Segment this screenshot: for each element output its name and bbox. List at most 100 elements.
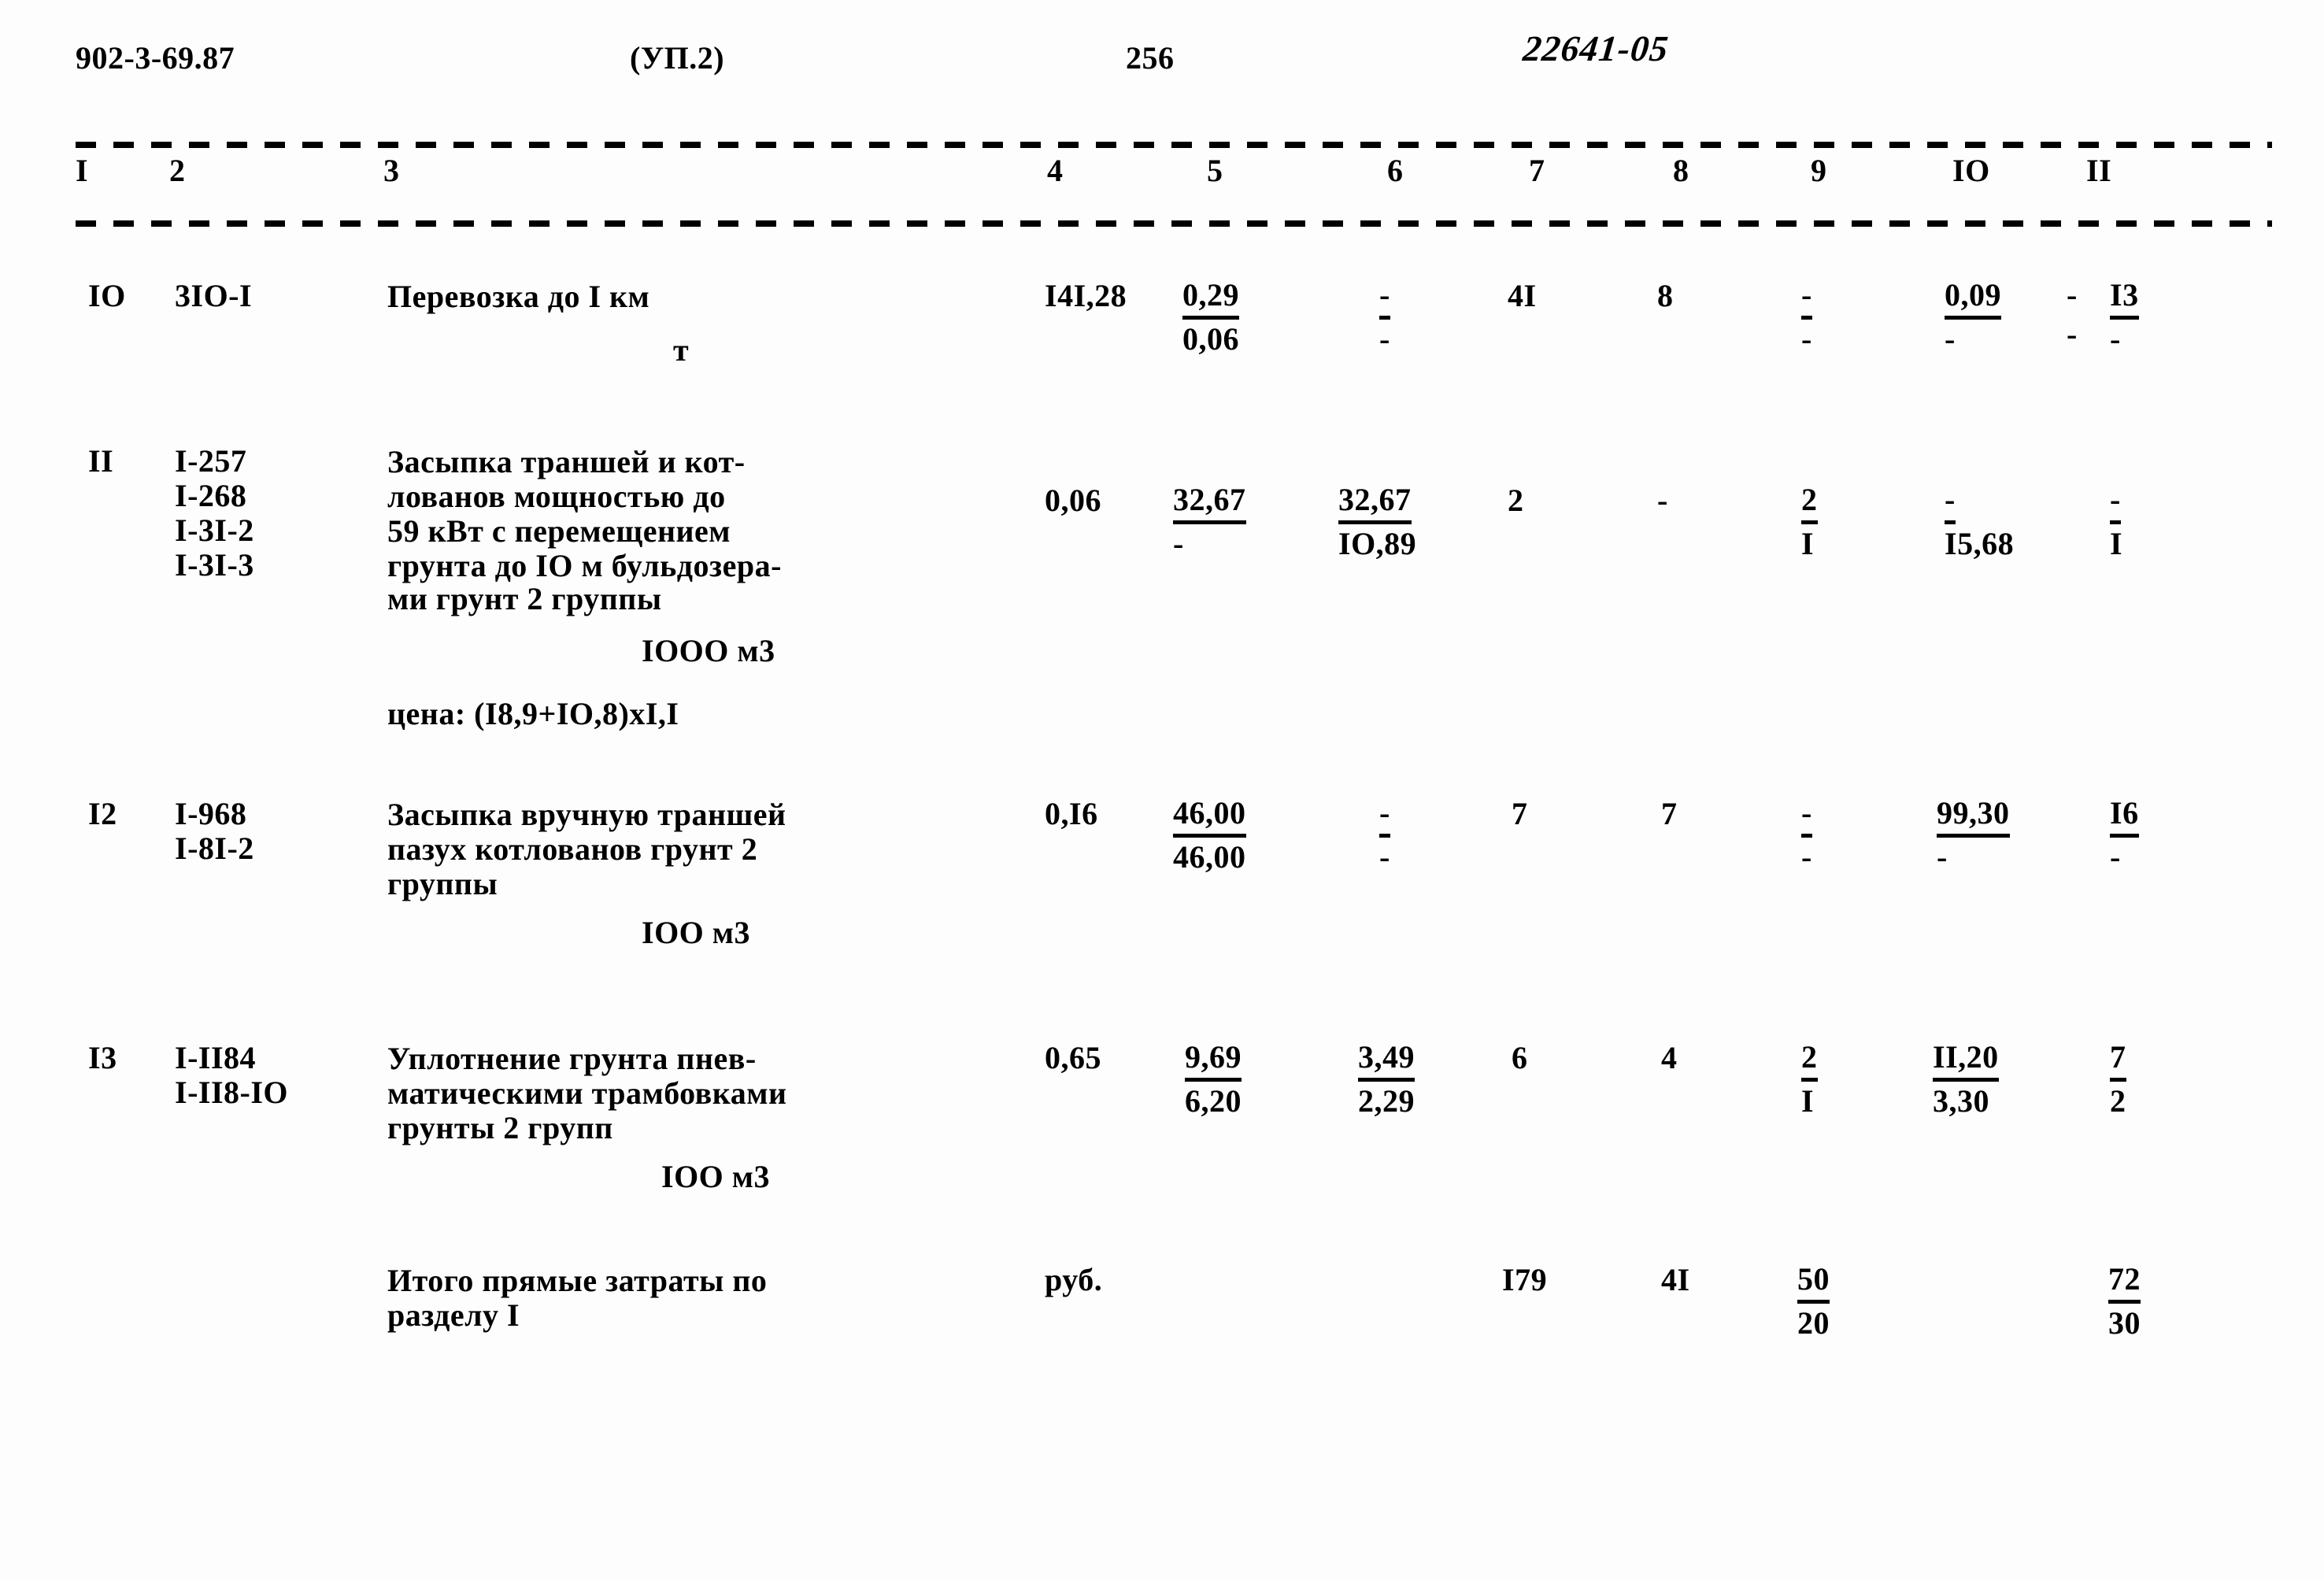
cell-col4: I4I,28 <box>1045 278 1127 313</box>
price-formula-note: цена: (I8,9+IO,8)хI,I <box>387 696 679 731</box>
norm-code: I-8I-2 <box>175 831 254 866</box>
norm-code: I-II84 <box>175 1040 257 1075</box>
total-cell-col9: 50 20 <box>1797 1260 1830 1343</box>
cell-col9: - - <box>1801 794 1812 877</box>
cell-col6: 32,67 IO,89 <box>1338 480 1416 564</box>
work-description-line: Уплотнение грунта пнев- <box>387 1041 757 1076</box>
cell-col5-lower: 6,20 <box>1185 1083 1242 1119</box>
cell-col9-lower: - <box>1801 321 1812 357</box>
cell-col11-upper: I3 <box>2110 276 2139 320</box>
cell-col11-lower: - <box>2110 321 2121 357</box>
cell-col6: - - <box>1379 276 1390 359</box>
total-cell-col11: 72 30 <box>2108 1260 2141 1343</box>
column-header-6: 6 <box>1387 153 1404 188</box>
total-cell-col9-upper: 50 <box>1797 1260 1830 1304</box>
cell-col10: 0,09 - <box>1945 276 2001 359</box>
cell-col6-upper: 32,67 <box>1338 480 1412 524</box>
total-cell-col8: 4I <box>1661 1262 1690 1297</box>
cell-col9-upper: 2 <box>1801 1038 1818 1082</box>
cell-col6-lower: 2,29 <box>1358 1083 1415 1119</box>
total-cell-col4: руб. <box>1045 1262 1103 1297</box>
table-bottom-dashed-rule <box>76 220 2272 227</box>
cell-col8: 8 <box>1657 278 1674 313</box>
cell-col10-upper: - <box>1945 480 1956 524</box>
work-description-line: Засыпка вручную траншей <box>387 797 786 832</box>
cell-col10-extra-dash: - - <box>2067 276 2078 354</box>
cell-col6-upper: - <box>1379 276 1390 320</box>
cell-col10-extra-lower: - <box>2067 316 2078 352</box>
cell-col11: - I <box>2110 480 2122 564</box>
column-header-7: 7 <box>1529 153 1545 188</box>
cell-col5-lower: 0,06 <box>1182 321 1239 357</box>
cell-col9-lower: - <box>1801 839 1812 875</box>
cell-col10-lower: I5,68 <box>1945 526 2015 561</box>
cell-col5-upper: 9,69 <box>1185 1038 1242 1082</box>
total-cell-col11-lower: 30 <box>2108 1305 2141 1341</box>
unit-of-measure: IOOO м3 <box>642 633 775 668</box>
cell-col7: 7 <box>1512 796 1528 831</box>
cell-col9: 2 I <box>1801 480 1818 564</box>
cell-col11-lower: - <box>2110 839 2121 875</box>
cell-col8: - <box>1657 483 1668 518</box>
cell-col9-lower: I <box>1801 526 1815 561</box>
cell-col11: I3 - <box>2110 276 2139 359</box>
work-description-line: грунты 2 групп <box>387 1110 613 1145</box>
cell-col6-lower: - <box>1379 321 1390 357</box>
work-description-line: пазух котлованов грунт 2 <box>387 831 758 867</box>
column-header-5: 5 <box>1207 153 1223 188</box>
work-description-line: лованов мощностью до <box>387 479 726 514</box>
cell-col10-upper: 99,30 <box>1937 794 2010 838</box>
work-description-line: ми грунт 2 группы <box>387 581 662 616</box>
cell-col11-upper: - <box>2110 480 2121 524</box>
norm-code: I-257 <box>175 443 247 479</box>
unit-of-measure: IOO м3 <box>661 1159 771 1194</box>
total-cell-col7: I79 <box>1502 1262 1548 1297</box>
work-description-line: группы <box>387 866 498 901</box>
sheet-reference: (УП.2) <box>630 40 725 76</box>
cell-col9: - - <box>1801 276 1812 359</box>
cell-col6: 3,49 2,29 <box>1358 1038 1415 1121</box>
total-description-line: Итого прямые затраты по <box>387 1263 768 1298</box>
cell-col9-upper: - <box>1801 794 1812 838</box>
cell-col10: 99,30 - <box>1937 794 2010 877</box>
work-description-line: грунта до IO м бульдозера- <box>387 548 782 583</box>
cell-col11-upper: 7 <box>2110 1038 2126 1082</box>
page-number: 256 <box>1126 40 1175 76</box>
column-header-4: 4 <box>1047 153 1064 188</box>
column-header-1: I <box>76 153 89 188</box>
cell-col10: II,20 3,30 <box>1933 1038 1999 1121</box>
norm-code: I-3I-2 <box>175 512 254 548</box>
cell-col4: 0,65 <box>1045 1040 1101 1075</box>
cell-col5-lower: - <box>1173 526 1184 561</box>
unit-of-measure: т <box>673 332 690 368</box>
cell-col10-lower: - <box>1937 839 1948 875</box>
cell-col7: 2 <box>1508 483 1524 518</box>
cell-col9: 2 I <box>1801 1038 1818 1121</box>
cell-col4: 0,I6 <box>1045 796 1098 831</box>
total-description-line: разделу I <box>387 1297 520 1333</box>
norm-code: I-3I-3 <box>175 547 254 583</box>
cell-col8: 4 <box>1661 1040 1678 1075</box>
norm-code: 3IO-I <box>175 278 253 313</box>
cell-col11-upper: I6 <box>2110 794 2139 838</box>
cell-col6-lower: - <box>1379 839 1390 875</box>
cell-col5-upper: 32,67 <box>1173 480 1246 524</box>
cell-col10: - I5,68 <box>1945 480 2014 564</box>
cell-col6-upper: - <box>1379 794 1390 838</box>
norm-code: I-268 <box>175 478 247 513</box>
row-number: II <box>88 443 114 479</box>
work-description-line: 59 кВт с перемещением <box>387 513 731 549</box>
work-description-line: Засыпка траншей и кот- <box>387 444 746 479</box>
cell-col5: 9,69 6,20 <box>1185 1038 1242 1121</box>
norm-code: I-968 <box>175 796 247 831</box>
cell-col5: 0,29 0,06 <box>1182 276 1239 359</box>
cell-col5-upper: 46,00 <box>1173 794 1246 838</box>
cell-col6: - - <box>1379 794 1390 877</box>
cell-col5-lower: 46,00 <box>1173 839 1246 875</box>
cell-col11-lower: 2 <box>2110 1083 2126 1119</box>
cell-col11-lower: I <box>2110 526 2123 561</box>
cell-col10-lower: - <box>1945 321 1956 357</box>
cell-col11: I6 - <box>2110 794 2139 877</box>
column-header-9: 9 <box>1811 153 1827 188</box>
